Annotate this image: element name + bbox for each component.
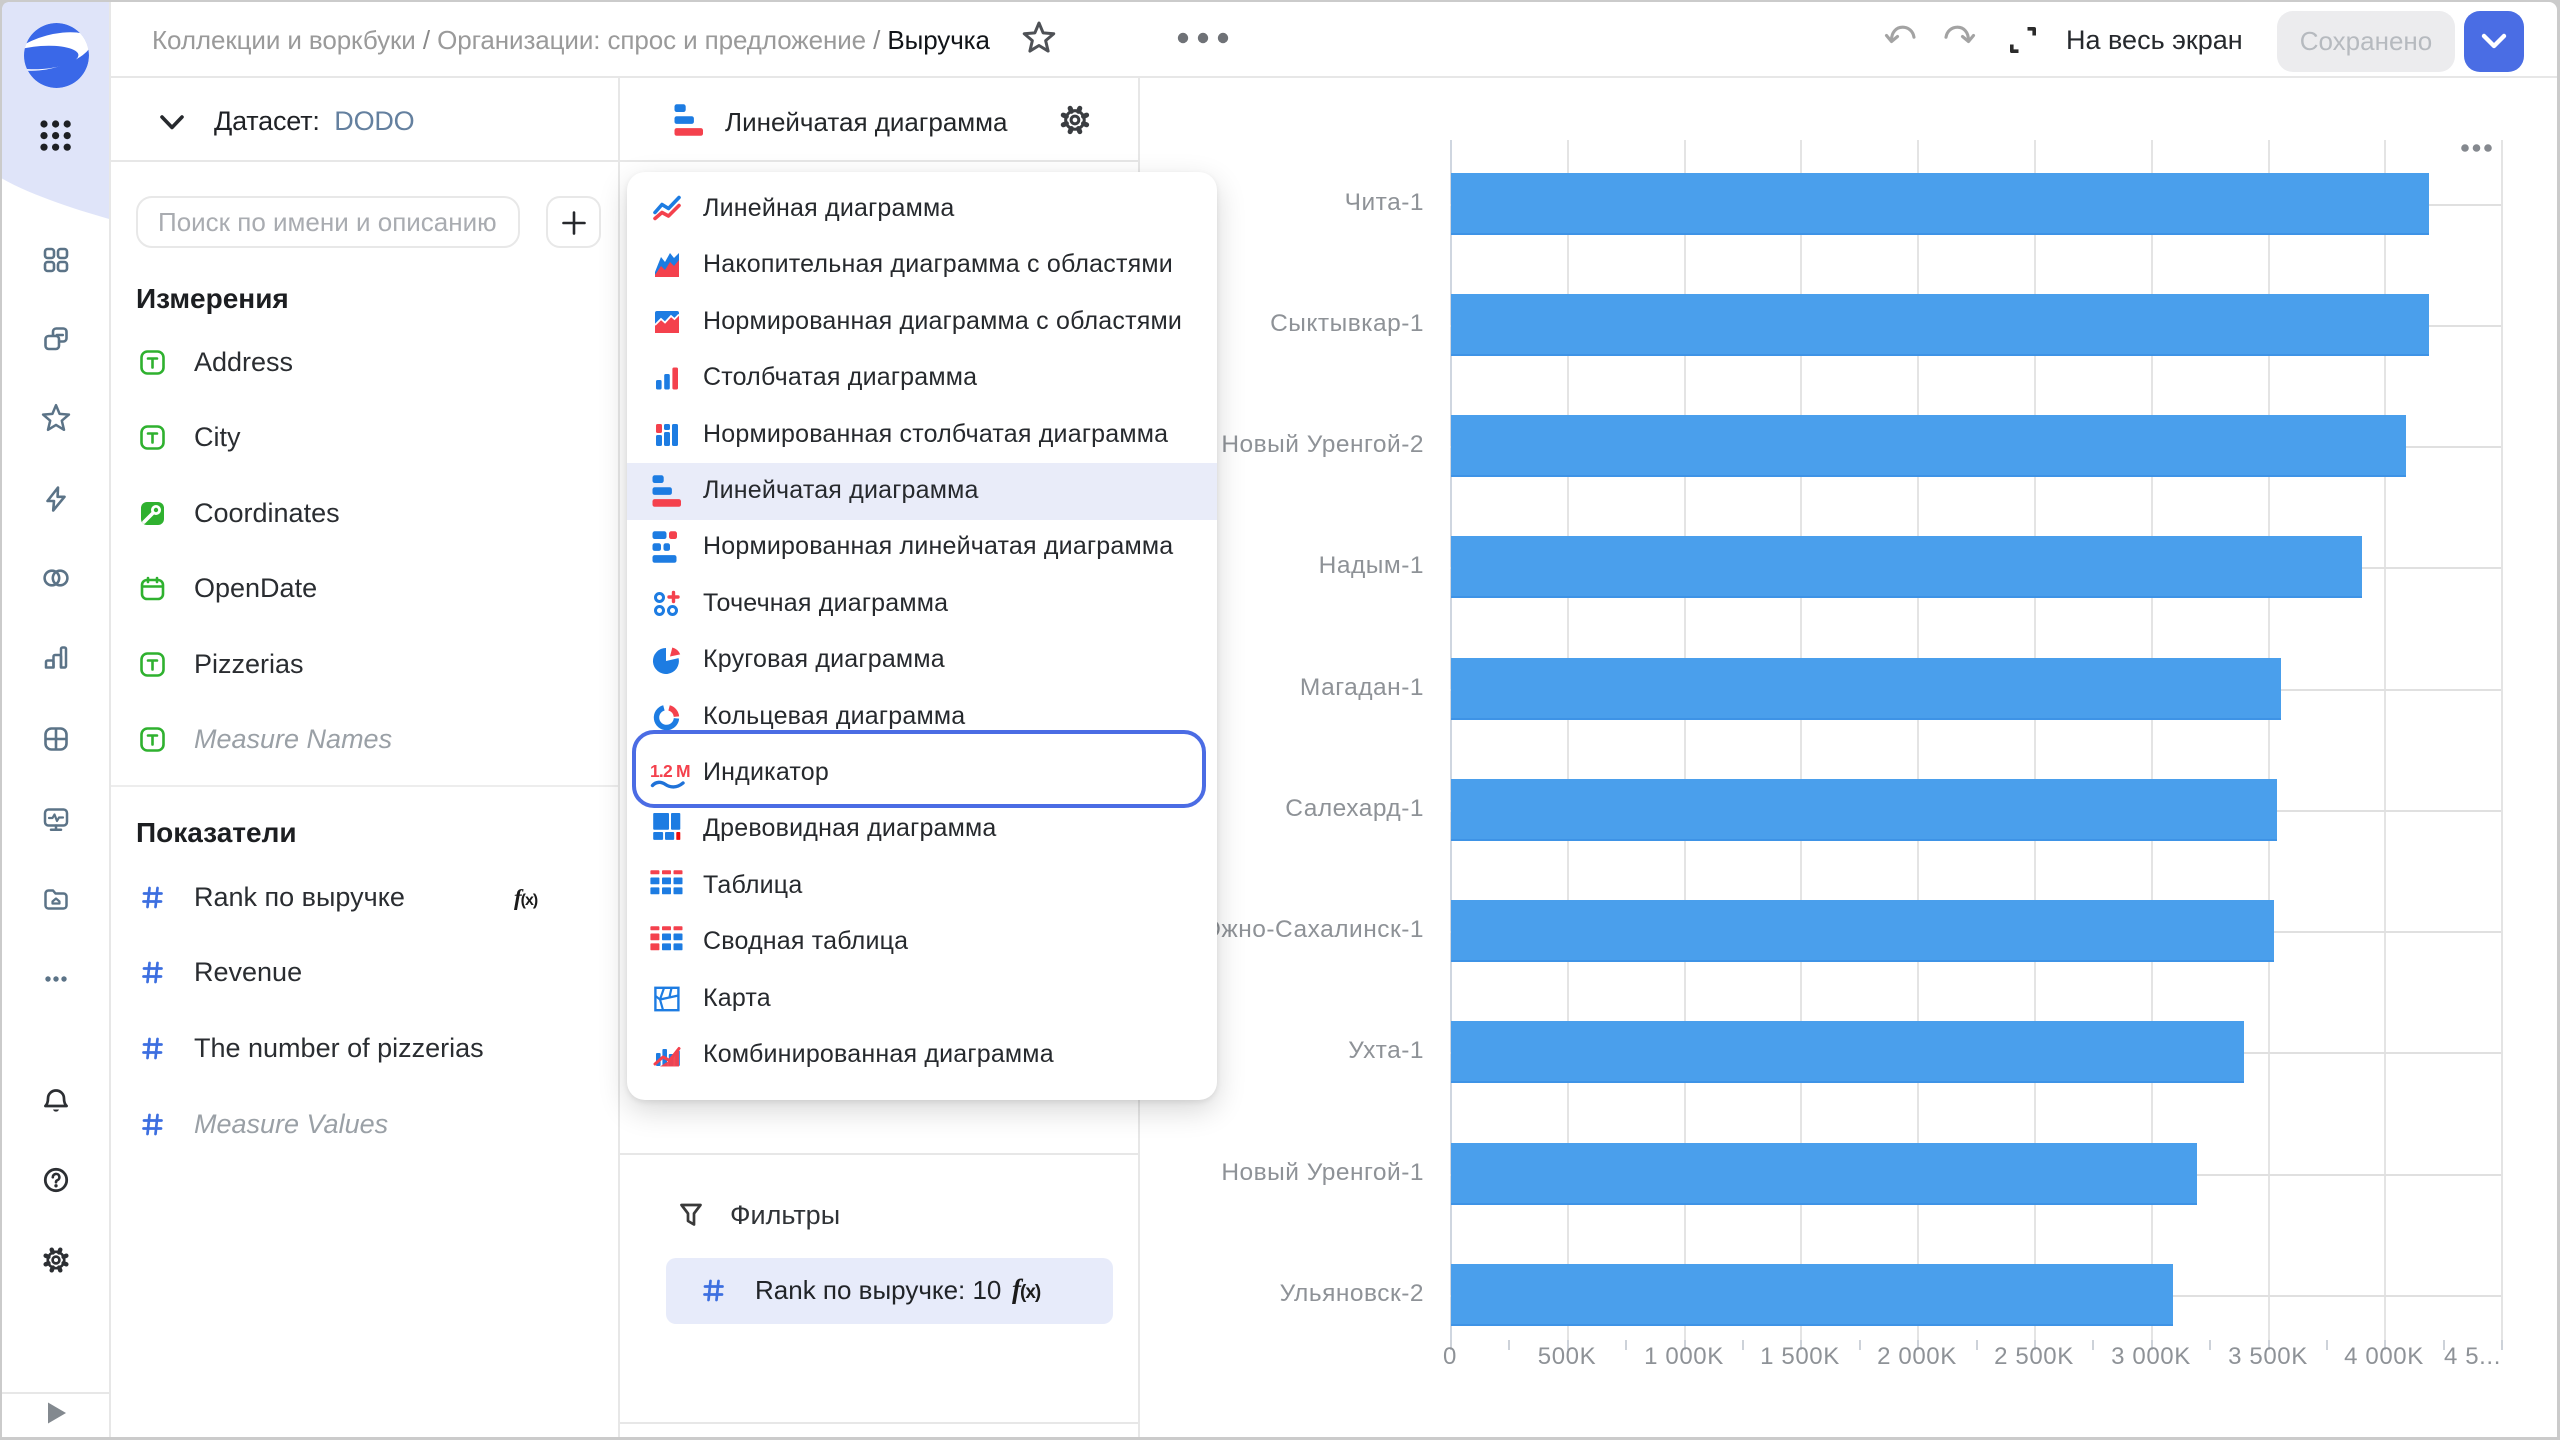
svg-text:M: M xyxy=(676,761,691,781)
svg-text:1.2: 1.2 xyxy=(650,761,673,781)
